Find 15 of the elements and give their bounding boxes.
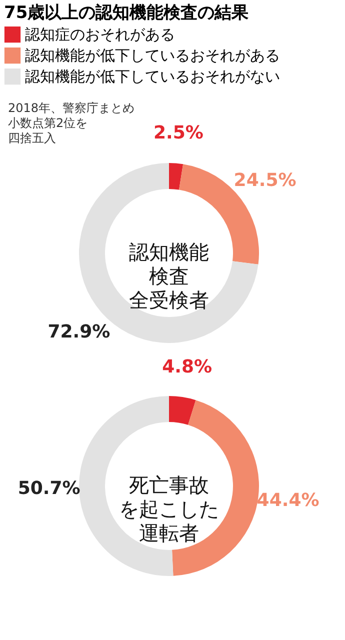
donut-slice [169,396,196,425]
legend-label: 認知機能が低下しているおそれがない [25,68,280,86]
data-label: 4.8% [162,356,212,378]
text: 2018年、警察庁まとめ小数点第2位を四捨五入 [8,101,135,145]
data-label: 2.5% [153,122,204,144]
data-label: 24.5% [234,170,296,192]
donut-slice [169,163,184,190]
data-label: 72.9% [48,321,110,342]
text: 死亡事故を起こした運転者 [119,473,219,545]
data-label: 44.4% [256,490,320,512]
legend-label: 認知症のおそれがある [25,26,175,44]
data-label: 50.7% [18,478,80,499]
chart-title: 75歳以上の認知機能検査の結果 [4,3,250,23]
legend-label: 認知機能が低下しているおそれがある [25,46,280,64]
text: 認知機能検査全受検者 [129,240,209,312]
